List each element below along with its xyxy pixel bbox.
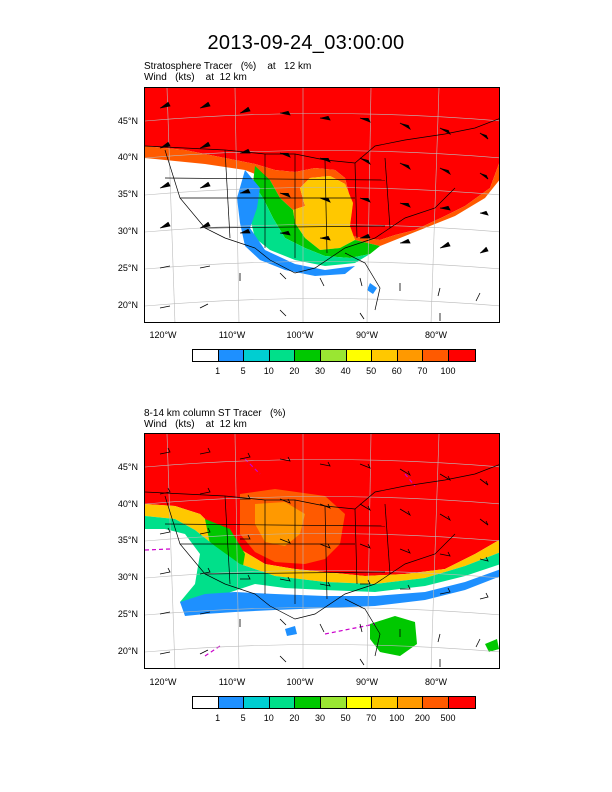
tracer-yellow-region	[293, 176, 355, 250]
tracer-blue-band	[180, 569, 499, 616]
panel2-field-label: 8-14 km column ST Tracer (%)	[144, 408, 286, 419]
colorbar-tick-label: 100	[440, 366, 456, 376]
colorbar-swatch	[423, 697, 449, 708]
panel1-lat-label: 45°N	[117, 116, 138, 126]
colorbar-swatch	[244, 697, 270, 708]
tracer-gulf-green-patch	[370, 616, 417, 656]
colorbar-tick-label: 20	[289, 713, 300, 723]
graticule	[145, 88, 499, 322]
colorbar-tick-label: 200	[414, 713, 430, 723]
colorbar-swatch	[397, 350, 424, 361]
colorbar-tick-label: 30	[314, 366, 325, 376]
panel2-lat-label: 45°N	[117, 462, 138, 472]
panel1-tracer-plot	[145, 88, 499, 322]
colorbar-tick-label: 50	[366, 366, 377, 376]
tracer-green-band	[253, 166, 380, 258]
political-boundaries	[145, 464, 499, 657]
tracer-blue-patch	[285, 626, 297, 636]
panel2-lat-label: 20°N	[117, 646, 138, 656]
tracer-green-patch	[485, 639, 499, 652]
panel1-field-label: Stratosphere Tracer (%) at 12 km	[144, 61, 312, 72]
colorbar-tick-label: 10	[263, 366, 274, 376]
colorbar-swatch	[295, 697, 321, 708]
colorbar-tick-label: 50	[340, 713, 351, 723]
panel2-lat-label: 35°N	[117, 535, 138, 545]
colorbar-swatch	[397, 697, 424, 708]
colorbar-tick-label: 30	[314, 713, 325, 723]
panel1-map	[144, 87, 500, 323]
colorbar-tick-label: 70	[417, 366, 428, 376]
page-title: 2013-09-24_03:00:00	[207, 32, 405, 54]
colorbar-swatch	[320, 350, 347, 361]
panel2-tracer-plot	[145, 434, 499, 668]
colorbar-swatch	[269, 350, 296, 361]
colorbar-swatch	[320, 697, 347, 708]
colorbar-swatch	[193, 350, 219, 361]
colorbar-swatch	[423, 350, 449, 361]
panel1-lat-label: 30°N	[117, 226, 138, 236]
panel2-lat-label: 30°N	[117, 572, 138, 582]
panel2-wind-label: Wind (kts) at 12 km	[144, 419, 247, 430]
panel2-lon-label: 80°W	[424, 677, 448, 687]
colorbar-swatch	[346, 350, 373, 361]
panel1-lon-label: 80°W	[424, 330, 448, 340]
colorbar-swatch	[269, 697, 296, 708]
colorbar-swatch	[295, 350, 321, 361]
panel1-lat-label: 35°N	[117, 189, 138, 199]
colorbar-swatch	[218, 350, 245, 361]
graticule	[145, 434, 499, 668]
colorbar-swatch	[448, 350, 475, 361]
colorbar-swatch	[372, 350, 398, 361]
panel2-lon-label: 110°W	[218, 677, 246, 687]
tropopause-contour	[145, 458, 416, 657]
colorbar-swatch	[218, 697, 245, 708]
panel2-lon-label: 120°W	[149, 677, 177, 687]
panel1-lon-label: 100°W	[286, 330, 314, 340]
colorbar-swatch	[244, 350, 270, 361]
political-boundaries	[145, 118, 499, 311]
panel2-colorbar	[192, 696, 476, 709]
wind-barbs	[159, 101, 489, 321]
panel2-map	[144, 433, 500, 669]
panel1-lon-label: 110°W	[218, 330, 246, 340]
panel2-lat-label: 25°N	[117, 609, 138, 619]
colorbar-tick-label: 60	[391, 366, 402, 376]
panel1-lat-label: 20°N	[117, 300, 138, 310]
panel2-lon-label: 100°W	[286, 677, 314, 687]
colorbar-tick-label: 40	[340, 366, 351, 376]
panel2-lon-label: 90°W	[355, 677, 379, 687]
colorbar-tick-label: 1	[215, 713, 221, 723]
colorbar-swatch	[372, 697, 398, 708]
panel1-wind-label: Wind (kts) at 12 km	[144, 72, 247, 83]
panel1-lat-label: 40°N	[117, 152, 138, 162]
tracer-blue-patch	[367, 283, 377, 294]
colorbar-tick-label: 70	[366, 713, 377, 723]
colorbar-tick-label: 1	[215, 366, 221, 376]
colorbar-tick-label: 5	[240, 366, 246, 376]
colorbar-tick-label: 100	[389, 713, 405, 723]
panel2-lat-label: 40°N	[117, 499, 138, 509]
colorbar-tick-label: 10	[263, 713, 274, 723]
colorbar-tick-label: 5	[240, 713, 246, 723]
colorbar-tick-label: 20	[289, 366, 300, 376]
panel1-lon-label: 120°W	[149, 330, 177, 340]
tracer-orange-patch	[255, 502, 305, 546]
colorbar-swatch	[448, 697, 475, 708]
tracer-orange-band	[145, 146, 499, 246]
wind-barbs	[159, 447, 489, 667]
panel1-lon-label: 90°W	[355, 330, 379, 340]
colorbar-tick-label: 500	[440, 713, 456, 723]
tracer-red-region	[145, 88, 499, 240]
colorbar-swatch	[346, 697, 373, 708]
tracer-teal-band	[250, 183, 370, 266]
panel1-colorbar	[192, 349, 476, 362]
tracer-blue-band	[237, 170, 355, 276]
colorbar-swatch	[193, 697, 219, 708]
panel1-lat-label: 25°N	[117, 263, 138, 273]
